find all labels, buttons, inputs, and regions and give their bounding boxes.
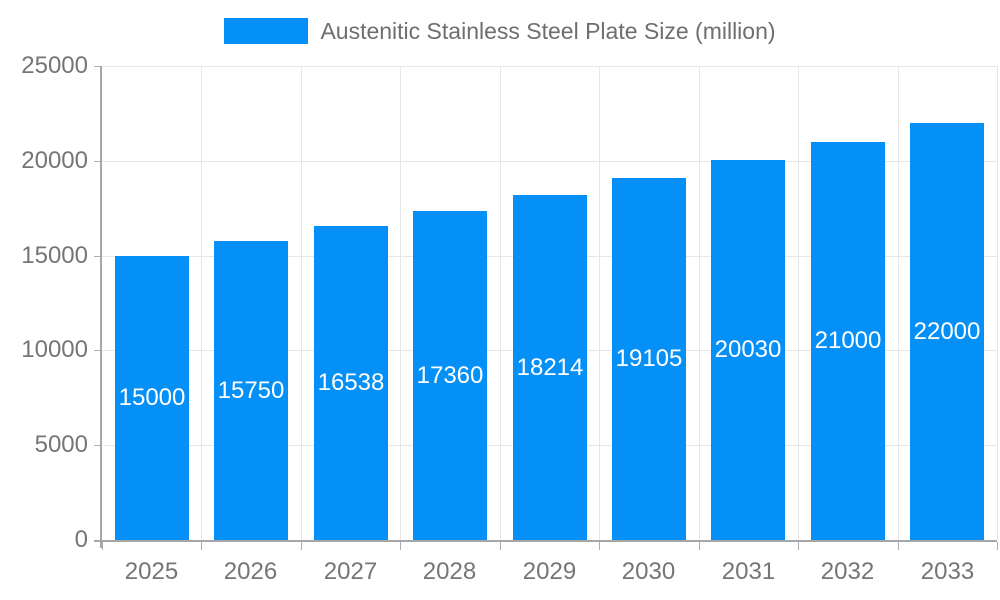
x-axis-tick [500,542,501,550]
x-axis-tick-label: 2026 [223,558,278,585]
bar-value-label: 15000 [118,384,186,411]
gridline-vertical [400,66,401,540]
gridline-vertical [500,66,501,540]
bar-2032[interactable]: 21000 [811,142,885,540]
x-axis-tick-label: 2028 [422,558,477,585]
x-axis-tick [201,542,202,550]
gridline-vertical [201,66,202,540]
x-axis-tick [301,542,302,550]
bar-2027[interactable]: 16538 [314,226,388,540]
y-axis-line [100,66,102,548]
bar-2033[interactable]: 22000 [910,123,984,540]
x-axis-tick [798,542,799,550]
bar-value-label: 21000 [814,327,882,354]
gridline-horizontal [102,161,997,162]
gridline-vertical [699,66,700,540]
bar-value-label: 15750 [217,376,285,404]
bar-value-label: 20030 [714,336,782,363]
legend[interactable]: Austenitic Stainless Steel Plate Size (m… [0,18,1000,44]
y-axis-tick [94,350,102,351]
bar-value-label: 19105 [615,345,683,372]
x-axis-tick-label: 2027 [323,558,378,585]
x-axis-tick-label: 2033 [920,558,975,585]
gridline-vertical [301,66,302,540]
x-axis-tick-label: 2032 [820,558,875,585]
bar-value-label: 17360 [416,361,484,389]
bar-2029[interactable]: 18214 [513,195,587,540]
y-axis-tick [94,161,102,162]
gridline-vertical [898,66,899,540]
x-axis-tick [400,542,401,550]
gridline-horizontal [102,66,997,67]
gridline-vertical [599,66,600,540]
y-axis-tick-label: 25000 [21,52,88,79]
y-axis-tick [94,256,102,257]
bar-2025[interactable]: 15000 [115,256,189,540]
bar-2030[interactable]: 19105 [612,178,686,540]
x-axis-tick [599,542,600,550]
y-axis-tick-label: 20000 [21,147,88,174]
legend-swatch-icon [224,18,309,44]
x-axis-tick [997,542,998,550]
x-axis-tick-label: 2029 [522,558,577,585]
legend-label: Austenitic Stainless Steel Plate Size (m… [320,18,776,44]
x-axis-tick-label: 2031 [721,558,776,585]
gridline-vertical [997,66,998,540]
y-axis-tick-label: 0 [74,526,88,553]
y-axis-tick-label: 5000 [34,431,88,458]
x-axis-tick [699,542,700,550]
gridline-vertical [798,66,799,540]
y-axis-tick [94,66,102,67]
x-axis-line [94,540,997,542]
x-axis-tick-label: 2030 [621,558,676,585]
y-axis-tick-label: 10000 [21,336,88,363]
bar-value-label: 16538 [317,369,385,396]
y-axis-tick [94,445,102,446]
bar-value-label: 18214 [516,353,584,381]
bar-2026[interactable]: 15750 [214,241,288,540]
bar-value-label: 22000 [913,317,981,345]
y-axis-tick-label: 15000 [21,242,88,269]
bar-2031[interactable]: 20030 [711,160,785,540]
bar-2028[interactable]: 17360 [413,211,487,540]
x-axis-tick [898,542,899,550]
x-axis-tick-label: 2025 [124,558,179,585]
x-axis-tick [102,542,103,550]
